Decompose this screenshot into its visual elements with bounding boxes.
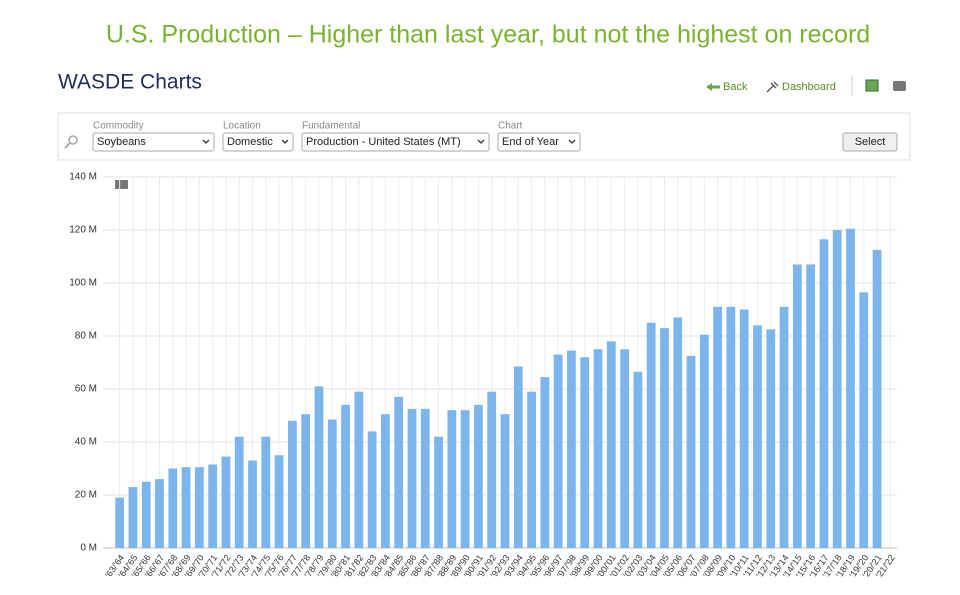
select-button-label[interactable]: Select: [855, 136, 886, 148]
bar: [540, 377, 550, 548]
bar: [407, 408, 417, 548]
headline: U.S. Production – Higher than last year,…: [106, 21, 870, 49]
app-title: WASDE Charts: [58, 71, 202, 94]
bar: [673, 317, 683, 548]
dropdown-arrow: [568, 139, 576, 144]
bar: [819, 239, 829, 548]
filter-value[interactable]: Domestic: [227, 136, 273, 148]
bar: [314, 386, 324, 548]
bar: [500, 414, 510, 548]
filter-value[interactable]: Production - United States (MT): [306, 136, 461, 148]
bar: [115, 497, 125, 548]
print-icon[interactable]: [893, 81, 906, 91]
filter-label: Fundamental: [302, 121, 360, 132]
bar: [460, 410, 470, 548]
bar: [434, 436, 443, 548]
bar: [513, 366, 523, 548]
bar: [394, 396, 404, 548]
search-icon: [68, 135, 78, 145]
dropdown-arrow: [281, 139, 289, 144]
annotation-icon: [115, 180, 128, 189]
y-tick-label: 20 M: [75, 490, 97, 501]
bar: [288, 420, 297, 548]
bar: [168, 468, 178, 548]
search-icon-handle: [64, 142, 71, 149]
bar: [208, 464, 218, 548]
bar: [646, 322, 656, 548]
bar: [261, 436, 271, 548]
bar: [846, 228, 855, 549]
bar: [726, 306, 736, 548]
bar: [527, 391, 536, 548]
bar: [633, 371, 643, 548]
bar: [620, 349, 629, 548]
back-icon: [706, 83, 720, 91]
bar: [713, 306, 722, 548]
bar: [234, 436, 244, 548]
bar: [872, 249, 882, 548]
bar: [859, 292, 869, 548]
bar: [341, 404, 350, 548]
bar: [766, 329, 776, 548]
y-tick-label: 120 M: [69, 225, 97, 236]
filter-dropdown[interactable]: [92, 132, 215, 152]
bar: [553, 354, 563, 548]
back-link[interactable]: Back: [723, 81, 748, 93]
bar: [141, 481, 151, 548]
bar: [381, 414, 390, 548]
bar: [753, 325, 762, 548]
bar: [447, 410, 457, 548]
bar: [155, 479, 164, 548]
bar: [327, 419, 337, 548]
y-tick-label: 60 M: [75, 384, 97, 395]
bar: [474, 404, 483, 548]
bar: [806, 264, 816, 548]
filter-label: Commodity: [93, 121, 144, 132]
dropdown-arrow: [477, 139, 485, 144]
bar: [194, 467, 204, 548]
filter-dropdown[interactable]: [301, 132, 490, 152]
bar: [367, 431, 377, 548]
filter-dropdown[interactable]: [497, 132, 581, 152]
bar: [248, 460, 257, 548]
filter-dropdown[interactable]: [222, 132, 294, 152]
bar: [221, 456, 231, 548]
filter-label: Chart: [498, 121, 523, 132]
bar: [301, 414, 311, 548]
bar: [580, 357, 590, 548]
bar: [420, 408, 430, 548]
bar: [354, 391, 364, 548]
filter-value[interactable]: Soybeans: [97, 136, 146, 148]
bar: [739, 309, 749, 548]
bar: [567, 350, 576, 548]
y-tick-label: 140 M: [69, 172, 97, 183]
y-tick-label: 40 M: [75, 437, 97, 448]
bar: [686, 355, 696, 548]
bar: [181, 467, 191, 548]
filter-label: Location: [223, 121, 261, 132]
bar: [699, 334, 709, 548]
dashboard-link[interactable]: Dashboard: [782, 81, 836, 93]
y-tick-label: 0 M: [80, 543, 97, 554]
bar: [128, 487, 138, 548]
bar: [792, 264, 802, 548]
bar: [606, 341, 616, 548]
select-button[interactable]: [842, 132, 898, 152]
filter-value[interactable]: End of Year: [502, 136, 559, 148]
bar: [779, 306, 789, 548]
bar: [487, 391, 497, 548]
bar: [274, 455, 284, 548]
bar: [660, 328, 669, 548]
export-icon[interactable]: [865, 79, 879, 92]
bar: [832, 230, 842, 548]
dropdown-arrow: [202, 139, 210, 144]
pin-icon: [766, 81, 779, 93]
y-tick-label: 80 M: [75, 331, 97, 342]
y-tick-label: 100 M: [69, 278, 97, 289]
bar: [593, 349, 603, 548]
